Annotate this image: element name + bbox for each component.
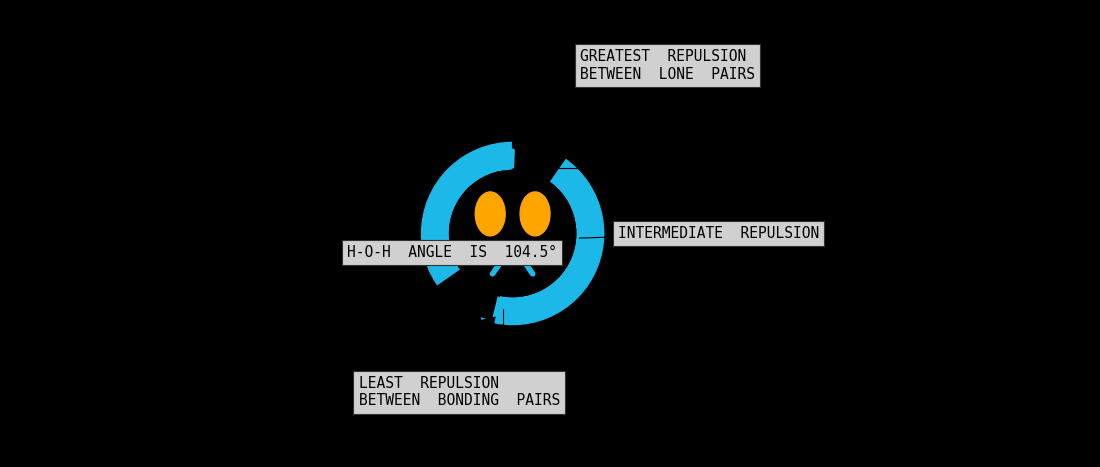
Wedge shape bbox=[513, 140, 566, 234]
Circle shape bbox=[450, 170, 575, 297]
Polygon shape bbox=[500, 143, 536, 171]
Text: LEAST  REPULSION
BETWEEN  BONDING  PAIRS: LEAST REPULSION BETWEEN BONDING PAIRS bbox=[359, 309, 560, 409]
Text: H-O-H  ANGLE  IS  104.5°: H-O-H ANGLE IS 104.5° bbox=[346, 245, 557, 260]
Ellipse shape bbox=[475, 192, 505, 236]
Text: INTERMEDIATE  REPULSION: INTERMEDIATE REPULSION bbox=[580, 226, 820, 241]
Wedge shape bbox=[436, 234, 513, 325]
Polygon shape bbox=[482, 293, 519, 319]
Wedge shape bbox=[513, 145, 561, 234]
Circle shape bbox=[450, 170, 575, 297]
Text: GREATEST  REPULSION
BETWEEN  LONE  PAIRS: GREATEST REPULSION BETWEEN LONE PAIRS bbox=[518, 49, 756, 168]
Ellipse shape bbox=[520, 192, 550, 236]
Circle shape bbox=[421, 142, 604, 325]
Wedge shape bbox=[442, 234, 513, 319]
